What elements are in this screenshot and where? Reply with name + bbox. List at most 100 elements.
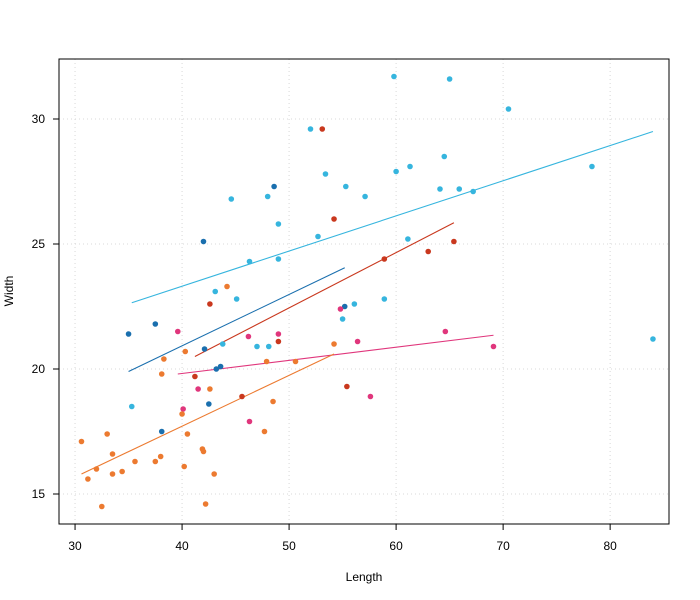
data-point: [207, 301, 213, 307]
data-point: [264, 193, 271, 200]
data-point: [246, 418, 253, 425]
data-point: [179, 411, 185, 417]
data-point: [331, 341, 337, 347]
data-point: [202, 501, 209, 507]
x-tick-label: 70: [496, 539, 510, 553]
data-point: [99, 503, 105, 510]
data-point: [470, 188, 476, 195]
data-point: [119, 468, 125, 475]
y-tick-label: 30: [32, 112, 46, 126]
data-point: [343, 183, 349, 190]
data-point: [319, 126, 326, 132]
data-point: [456, 186, 463, 192]
data-point: [271, 183, 277, 190]
data-point: [109, 471, 116, 477]
data-point: [393, 168, 399, 175]
data-point: [152, 458, 159, 465]
data-point: [85, 476, 91, 482]
data-point: [381, 256, 388, 262]
data-point: [174, 328, 181, 335]
data-point: [275, 331, 282, 337]
data-point: [307, 126, 314, 132]
data-point: [331, 216, 337, 222]
data-point: [275, 221, 282, 227]
data-point: [125, 331, 132, 337]
data-point: [181, 463, 188, 470]
y-tick-label: 25: [32, 237, 46, 251]
data-point: [128, 403, 135, 410]
grid: [59, 59, 669, 524]
fit-lines: [81, 130, 654, 475]
data-point: [158, 428, 165, 435]
data-point: [446, 76, 453, 82]
data-point: [224, 283, 230, 290]
fit-line: [194, 222, 455, 357]
data-point: [78, 438, 85, 445]
x-tick-label: 80: [603, 539, 617, 553]
data-point: [263, 358, 270, 365]
y-tick-label: 15: [32, 487, 46, 501]
x-tick-label: 50: [282, 539, 296, 553]
data-point: [367, 393, 374, 400]
data-point: [93, 466, 100, 472]
data-point: [451, 238, 457, 245]
data-point: [337, 306, 344, 312]
y-axis: 15 20 25 30: [32, 112, 59, 501]
fit-line: [128, 267, 345, 372]
data-point: [505, 106, 512, 112]
data-point: [158, 371, 165, 377]
data-point: [275, 256, 282, 262]
data-point: [132, 458, 138, 465]
x-axis-title: Length: [346, 570, 383, 584]
data-point: [437, 186, 443, 192]
data-point: [109, 451, 116, 457]
data-point: [405, 236, 411, 242]
data-point: [407, 163, 413, 170]
data-point: [362, 193, 368, 200]
data-point: [441, 153, 448, 160]
data-point: [213, 366, 220, 372]
data-point: [261, 428, 268, 435]
data-point: [157, 453, 164, 460]
plot-frame: [58, 58, 670, 525]
fit-line: [81, 353, 335, 475]
x-tick-label: 30: [68, 539, 82, 553]
data-point: [275, 338, 282, 345]
data-point: [442, 328, 449, 335]
data-point: [425, 248, 432, 255]
data-point: [265, 343, 272, 350]
data-point: [200, 238, 207, 245]
data-point: [104, 431, 110, 437]
data-point: [219, 341, 226, 347]
data-point: [180, 406, 186, 412]
data-point: [212, 288, 219, 295]
data-point: [206, 401, 212, 407]
data-point: [200, 448, 207, 455]
data-point: [490, 343, 497, 350]
x-axis: 30 40 50 60 70 80: [68, 524, 617, 553]
data-point: [195, 386, 201, 392]
data-point: [322, 171, 329, 177]
data-points: [78, 73, 656, 510]
data-point: [201, 346, 208, 352]
data-point: [391, 73, 397, 80]
data-point: [344, 383, 350, 390]
data-point: [207, 386, 213, 392]
data-point: [184, 431, 191, 437]
data-point: [341, 303, 348, 310]
data-point: [589, 163, 595, 170]
data-point: [270, 398, 276, 405]
data-point: [254, 343, 260, 350]
data-point: [217, 363, 224, 370]
data-point: [650, 336, 656, 342]
x-tick-label: 60: [389, 539, 403, 553]
data-point: [354, 338, 361, 345]
data-point: [381, 296, 388, 302]
data-point: [245, 333, 252, 340]
y-tick-label: 20: [32, 362, 46, 376]
data-point: [339, 316, 346, 322]
data-point: [239, 393, 245, 400]
data-point: [246, 258, 253, 265]
data-point: [192, 373, 198, 380]
